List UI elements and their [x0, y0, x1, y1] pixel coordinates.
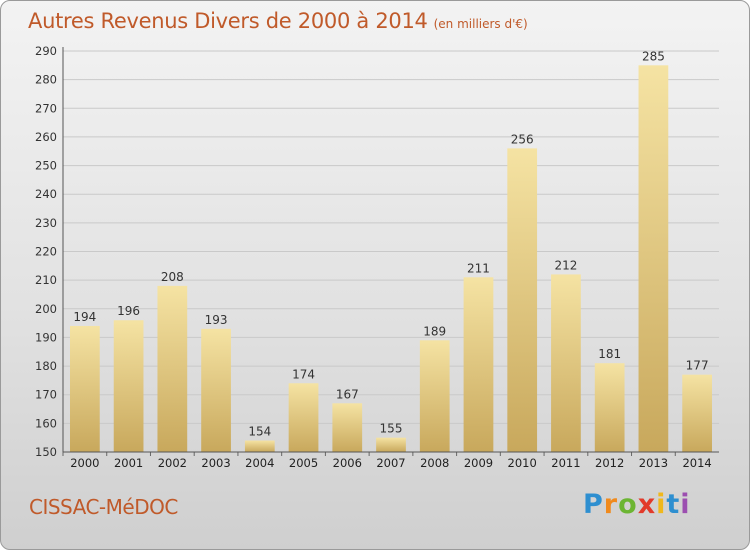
- y-tick-label: 190: [35, 330, 57, 344]
- x-tick-label: 2003: [201, 456, 230, 470]
- axes: [62, 47, 719, 453]
- x-tick-label: 2006: [333, 456, 362, 470]
- bar: [463, 277, 494, 452]
- x-tick-label: 2004: [245, 456, 274, 470]
- x-tick-label: 2011: [551, 456, 580, 470]
- bar: [201, 328, 231, 452]
- bar: [244, 440, 275, 452]
- y-tick-label: 240: [35, 187, 57, 201]
- bar: [419, 340, 450, 452]
- y-tick-label: 200: [35, 302, 57, 316]
- data-label: 212: [554, 258, 577, 272]
- y-tick-label: 160: [35, 416, 57, 430]
- y-tick-label: 250: [35, 159, 57, 173]
- bar: [157, 285, 188, 452]
- data-label: 167: [336, 387, 359, 401]
- bar: [69, 325, 100, 452]
- y-tick-label: 220: [35, 245, 57, 259]
- data-label: 196: [117, 304, 140, 318]
- data-label: 211: [467, 261, 490, 275]
- y-tick-label: 170: [35, 388, 57, 402]
- chart-title-text: Autres Revenus Divers de 2000 à 2014: [28, 9, 428, 33]
- y-tick-label: 230: [35, 216, 57, 230]
- x-tick-label: 2008: [420, 456, 449, 470]
- y-tick-label: 260: [35, 130, 57, 144]
- commune-name: CISSAC-MéDOC: [29, 495, 178, 519]
- x-tick-label: 2010: [508, 456, 537, 470]
- bar: [638, 65, 669, 453]
- data-label: 174: [292, 367, 315, 381]
- data-label: 194: [73, 310, 96, 324]
- bar: [113, 320, 144, 452]
- x-axis-ticks: 2000 2001 2002 2003 2004 2005 2006 2007 2008 2009…: [62, 452, 712, 470]
- x-tick-label: 2002: [158, 456, 187, 470]
- data-label: 193: [205, 313, 228, 327]
- x-tick-label: 2001: [114, 456, 143, 470]
- bar: [682, 374, 713, 452]
- bars: 194 196 208 193 154 174 167 155 189 211 256 212 181 2…: [69, 49, 713, 453]
- bar: [507, 148, 538, 452]
- x-tick-label: 2000: [70, 456, 99, 470]
- bar: [594, 363, 625, 452]
- data-label: 177: [686, 359, 709, 373]
- data-label: 155: [380, 422, 403, 436]
- x-tick-label: 2007: [376, 456, 405, 470]
- x-tick-label: 2013: [639, 456, 668, 470]
- y-tick-label: 210: [35, 273, 57, 287]
- x-tick-label: 2014: [682, 456, 711, 470]
- x-tick-label: 2012: [595, 456, 624, 470]
- data-label: 189: [423, 324, 446, 338]
- proxiti-logo: Proxiti: [583, 489, 691, 520]
- x-tick-label: 2009: [464, 456, 493, 470]
- data-label: 154: [248, 425, 271, 439]
- data-label: 256: [511, 132, 534, 146]
- y-axis-ticks: 150 160 170 180 190 200 210 220 230 240 250 260 270 2…: [35, 44, 57, 459]
- x-tick-label: 2005: [289, 456, 318, 470]
- bar: [551, 274, 581, 452]
- chart-unit: (en milliers d'€): [433, 17, 528, 31]
- bar: [332, 403, 363, 452]
- data-label: 285: [642, 49, 665, 63]
- data-label: 208: [161, 270, 184, 284]
- y-tick-label: 180: [35, 359, 57, 373]
- y-tick-label: 290: [35, 44, 57, 58]
- y-tick-label: 150: [35, 445, 57, 459]
- bar: [376, 437, 406, 452]
- bar: [288, 383, 319, 452]
- chart-title: Autres Revenus Divers de 2000 à 2014 (en …: [28, 9, 528, 33]
- data-label: 181: [598, 347, 621, 361]
- y-tick-label: 270: [35, 101, 57, 115]
- y-tick-label: 280: [35, 73, 57, 87]
